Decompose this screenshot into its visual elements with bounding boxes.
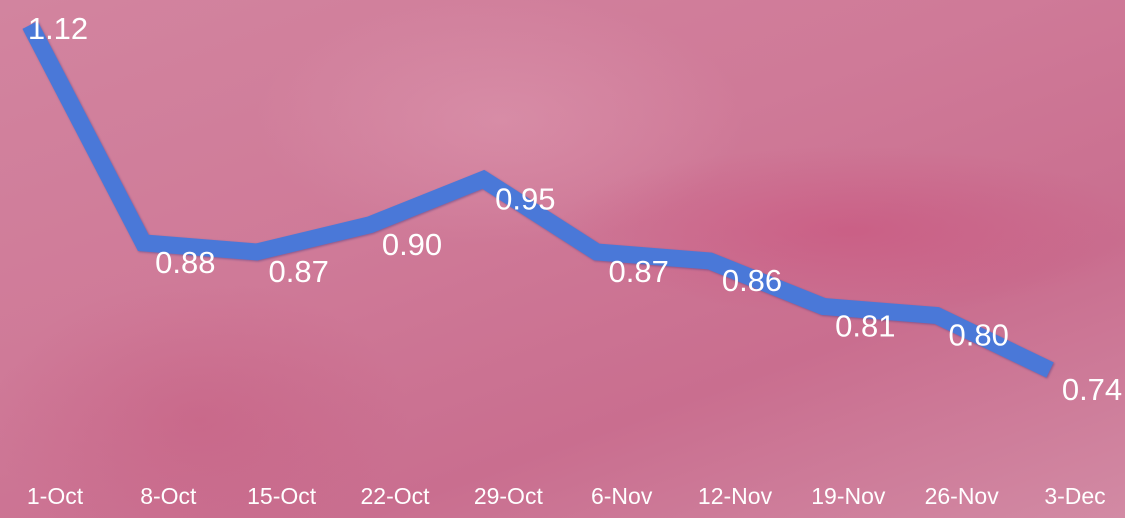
x-tick-label: 22-Oct: [360, 483, 430, 509]
x-tick-label: 12-Nov: [698, 483, 773, 509]
value-label: 1.12: [28, 11, 88, 46]
value-label: 0.81: [835, 309, 895, 344]
value-label: 0.86: [722, 263, 782, 298]
x-tick-label: 26-Nov: [925, 483, 1000, 509]
x-tick-label: 19-Nov: [811, 483, 886, 509]
x-tick-label: 6-Nov: [591, 483, 653, 509]
x-tick-label: 15-Oct: [247, 483, 317, 509]
value-label: 0.87: [608, 254, 668, 289]
x-tick-label: 1-Oct: [27, 483, 84, 509]
x-tick-label: 8-Oct: [140, 483, 197, 509]
data-line: [22, 21, 1054, 378]
value-label: 0.87: [268, 254, 328, 289]
value-label: 0.90: [382, 227, 442, 262]
value-label: 0.95: [495, 182, 555, 217]
x-tick-label: 3-Dec: [1044, 483, 1105, 509]
value-label: 0.74: [1062, 372, 1122, 407]
x-tick-label: 29-Oct: [474, 483, 544, 509]
value-label: 0.80: [948, 318, 1008, 353]
value-label: 0.88: [155, 245, 215, 280]
